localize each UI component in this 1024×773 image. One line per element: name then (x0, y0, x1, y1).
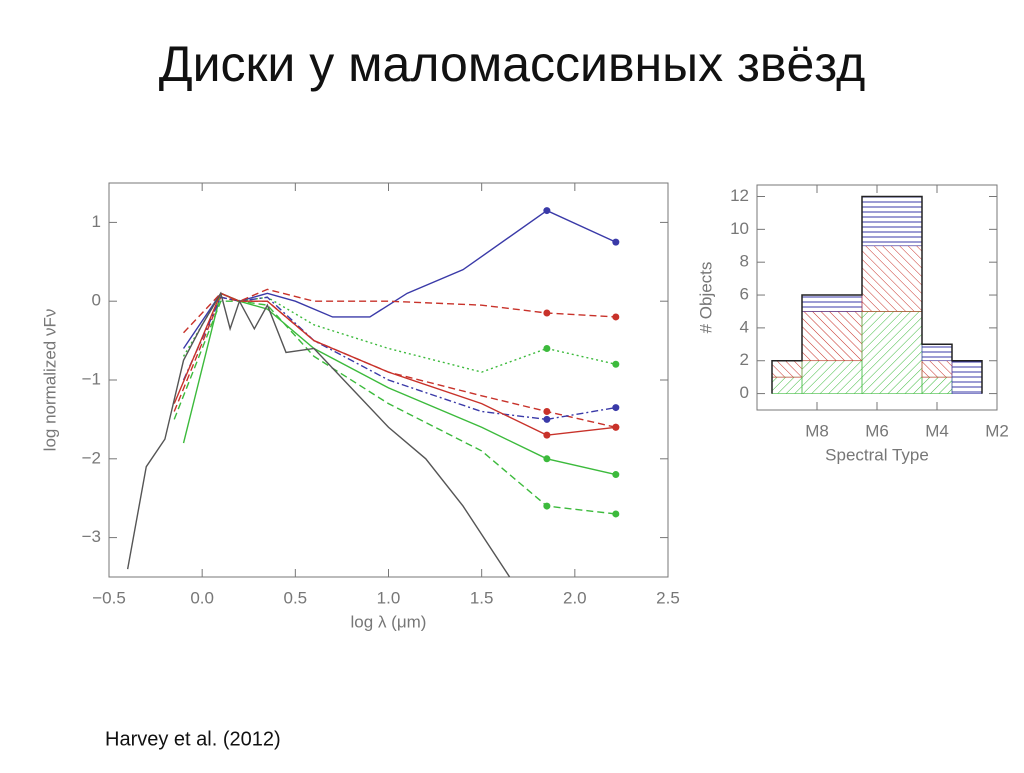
hist-segment (801, 294, 863, 312)
sed-line (182, 209, 617, 349)
x-axis-label: Spectral Type (825, 445, 929, 464)
x-tick-label: 0.0 (190, 588, 214, 607)
data-point (543, 408, 551, 416)
hist-segment (861, 196, 923, 247)
y-tick-label: −3 (82, 527, 101, 546)
x-tick-label: M4 (925, 421, 949, 440)
hist-segment (921, 376, 953, 394)
y-tick-label: −1 (82, 369, 101, 388)
y-tick-label: 0 (740, 383, 749, 402)
hist-segment (921, 360, 953, 378)
caption: Harvey et al. (2012) (105, 728, 281, 750)
sed-line (173, 296, 616, 428)
y-tick-label: 2 (740, 350, 749, 369)
sed-line (182, 292, 616, 476)
data-point (543, 502, 551, 510)
y-tick-label: 1 (92, 212, 101, 231)
x-tick-label: 1.5 (470, 588, 494, 607)
y-axis-label: # Objects (696, 262, 715, 334)
hist-segment (951, 360, 983, 394)
x-tick-label: 1.0 (377, 588, 401, 607)
hist-segment (771, 376, 803, 394)
y-tick-label: −2 (82, 448, 101, 467)
sed-line (126, 291, 511, 577)
data-point (612, 238, 620, 246)
hist-segment (801, 311, 863, 362)
data-point (543, 415, 551, 423)
x-axis-label: log λ (μm) (351, 612, 427, 631)
data-point (543, 309, 551, 317)
y-tick-label: 0 (92, 291, 101, 310)
x-tick-label: M2 (985, 421, 1009, 440)
data-point (612, 510, 620, 518)
data-point (612, 313, 620, 321)
slide-title: Диски у маломассивных звёзд (159, 36, 866, 92)
y-tick-label: 8 (740, 252, 749, 271)
x-tick-label: 2.5 (656, 588, 680, 607)
y-tick-label: 4 (740, 317, 749, 336)
y-tick-label: 10 (730, 219, 749, 238)
hist-segment (771, 360, 803, 378)
data-point (543, 344, 551, 352)
data-point (612, 471, 620, 479)
data-point (543, 431, 551, 439)
sed-line (173, 292, 616, 436)
hist-outline (771, 195, 983, 394)
data-point (543, 455, 551, 463)
data-point (612, 423, 620, 431)
hist-segment (861, 245, 923, 312)
sed-line (182, 292, 616, 373)
x-tick-label: M6 (865, 421, 889, 440)
y-tick-label: 6 (740, 285, 749, 304)
hist-segment (801, 360, 863, 394)
hist-segment (921, 344, 953, 362)
x-tick-label: 0.5 (284, 588, 308, 607)
x-tick-label: M8 (805, 421, 829, 440)
sed-line (183, 288, 616, 334)
y-axis-label: log normalized νFν (40, 309, 59, 452)
sed-line (173, 300, 616, 515)
x-tick-label: −0.5 (92, 588, 126, 607)
sed-line (182, 296, 616, 421)
data-point (612, 360, 620, 368)
data-point (543, 207, 551, 215)
x-tick-label: 2.0 (563, 588, 587, 607)
hist-segment (861, 311, 923, 394)
data-point (612, 404, 620, 412)
y-tick-label: 12 (730, 186, 749, 205)
